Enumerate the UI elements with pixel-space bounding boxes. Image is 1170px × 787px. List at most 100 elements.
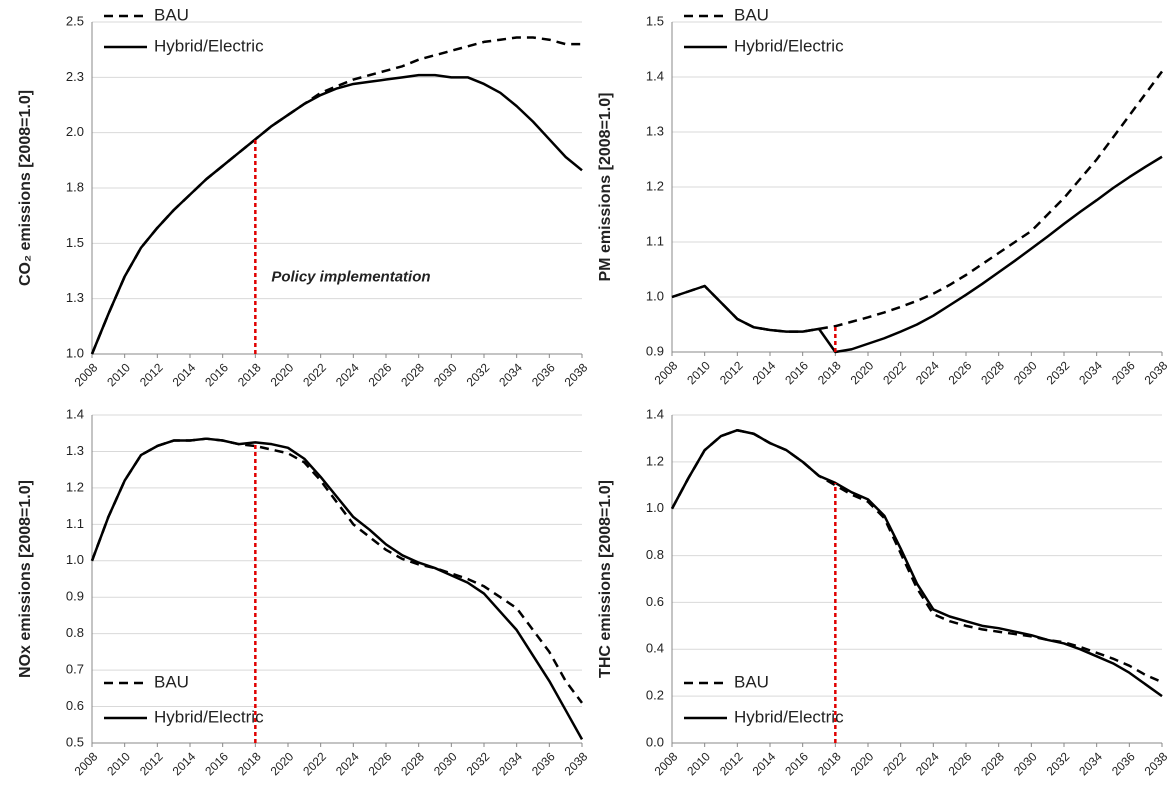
y-tick-label: 0.8	[646, 547, 664, 562]
y-tick-label: 1.5	[646, 13, 664, 28]
x-tick-label: 2024	[333, 749, 362, 778]
y-tick-label: 1.4	[646, 68, 664, 83]
y-axis-title: NOx emissions [2008=1.0]	[17, 480, 34, 678]
legend-label: BAU	[154, 5, 189, 24]
x-tick-label: 2028	[398, 749, 427, 778]
x-tick-label: 2012	[137, 749, 166, 778]
y-tick-label: 0.9	[66, 589, 84, 604]
legend-label: BAU	[154, 672, 189, 691]
y-tick-label: 1.1	[66, 516, 84, 531]
y-tick-label: 1.4	[66, 406, 84, 421]
x-tick-label: 2022	[880, 358, 909, 387]
y-tick-label: 1.0	[646, 288, 664, 303]
y-tick-label: 1.0	[646, 500, 664, 515]
x-tick-label: 2038	[1142, 358, 1170, 387]
x-tick-label: 2010	[684, 749, 713, 778]
series-line	[670, 428, 1163, 684]
x-tick-label: 2024	[333, 360, 362, 389]
x-tick-label: 2026	[366, 749, 395, 778]
y-tick-label: 0.5	[66, 734, 84, 749]
series-line	[670, 428, 1163, 698]
x-tick-label: 2030	[1011, 358, 1040, 387]
x-tick-label: 2032	[464, 360, 493, 389]
x-tick-label: 2022	[300, 360, 329, 389]
x-tick-label: 2032	[1044, 358, 1073, 387]
y-tick-label: 1.3	[66, 290, 84, 305]
x-tick-label: 2018	[235, 749, 264, 778]
x-tick-label: 2024	[913, 749, 942, 778]
y-tick-label: 0.4	[646, 641, 664, 656]
y-tick-label: 0.6	[646, 594, 664, 609]
x-tick-label: 2010	[104, 360, 133, 389]
x-tick-label: 2036	[529, 360, 558, 389]
x-tick-label: 2008	[72, 749, 101, 778]
y-tick-label: 1.2	[646, 178, 664, 193]
y-tick-label: 0.7	[66, 662, 84, 677]
x-tick-label: 2012	[717, 358, 746, 387]
x-tick-label: 2032	[1044, 749, 1073, 778]
x-tick-label: 2034	[1076, 749, 1105, 778]
x-tick-label: 2024	[913, 358, 942, 387]
x-tick-label: 2032	[464, 749, 493, 778]
y-tick-label: 1.0	[66, 552, 84, 567]
x-tick-label: 2036	[1109, 749, 1138, 778]
x-tick-label: 2016	[202, 749, 231, 778]
x-tick-label: 2026	[946, 749, 975, 778]
x-tick-label: 2014	[750, 749, 779, 778]
x-tick-label: 2008	[652, 358, 681, 387]
y-tick-label: 0.2	[646, 688, 664, 703]
series-line	[90, 73, 583, 355]
series-line	[90, 437, 584, 740]
x-tick-label: 2022	[300, 749, 329, 778]
annotation: Policy implementation	[271, 269, 430, 286]
x-tick-label: 2028	[978, 358, 1007, 387]
x-tick-label: 2028	[398, 360, 427, 389]
x-tick-label: 2030	[431, 749, 460, 778]
y-axis-title: CO₂ emissions [2008=1.0]	[17, 90, 34, 286]
y-tick-label: 2.3	[66, 69, 84, 84]
y-tick-label: 0.8	[66, 625, 84, 640]
x-tick-label: 2016	[202, 360, 231, 389]
x-tick-label: 2014	[750, 358, 779, 387]
x-tick-label: 2036	[529, 749, 558, 778]
x-tick-label: 2030	[431, 360, 460, 389]
x-tick-label: 2026	[946, 358, 975, 387]
y-tick-label: 0.0	[646, 734, 664, 749]
series-line	[90, 36, 582, 355]
x-tick-label: 2038	[562, 749, 591, 778]
y-axis-title: THC emissions [2008=1.0]	[597, 480, 614, 678]
y-tick-label: 2.0	[66, 124, 84, 139]
x-tick-label: 2018	[815, 358, 844, 387]
legend-label: Hybrid/Electric	[734, 707, 844, 726]
y-axis-title: PM emissions [2008=1.0]	[597, 93, 614, 282]
legend-label: BAU	[734, 5, 769, 24]
y-tick-label: 0.6	[66, 698, 84, 713]
y-tick-label: 0.9	[646, 343, 664, 358]
x-tick-label: 2020	[268, 360, 297, 389]
y-tick-label: 1.2	[646, 453, 664, 468]
x-tick-label: 2010	[104, 749, 133, 778]
x-tick-label: 2020	[848, 749, 877, 778]
y-tick-label: 2.5	[66, 13, 84, 28]
y-tick-label: 1.1	[646, 233, 664, 248]
legend-label: Hybrid/Electric	[154, 36, 264, 55]
x-tick-label: 2014	[170, 360, 199, 389]
x-tick-label: 2012	[717, 749, 746, 778]
y-tick-label: 1.2	[66, 479, 84, 494]
series-line	[671, 70, 1164, 333]
x-tick-label: 2012	[137, 360, 166, 389]
x-tick-label: 2020	[848, 358, 877, 387]
x-tick-label: 2034	[496, 360, 525, 389]
x-tick-label: 2020	[268, 749, 297, 778]
y-tick-label: 1.3	[646, 123, 664, 138]
y-tick-label: 1.3	[66, 443, 84, 458]
x-tick-label: 2038	[562, 360, 591, 389]
y-tick-label: 1.8	[66, 179, 84, 194]
y-tick-label: 1.0	[66, 345, 84, 360]
series-line	[671, 155, 1163, 354]
x-tick-label: 2026	[366, 360, 395, 389]
x-tick-label: 2018	[235, 360, 264, 389]
y-tick-label: 1.4	[646, 406, 664, 421]
x-tick-label: 2030	[1011, 749, 1040, 778]
